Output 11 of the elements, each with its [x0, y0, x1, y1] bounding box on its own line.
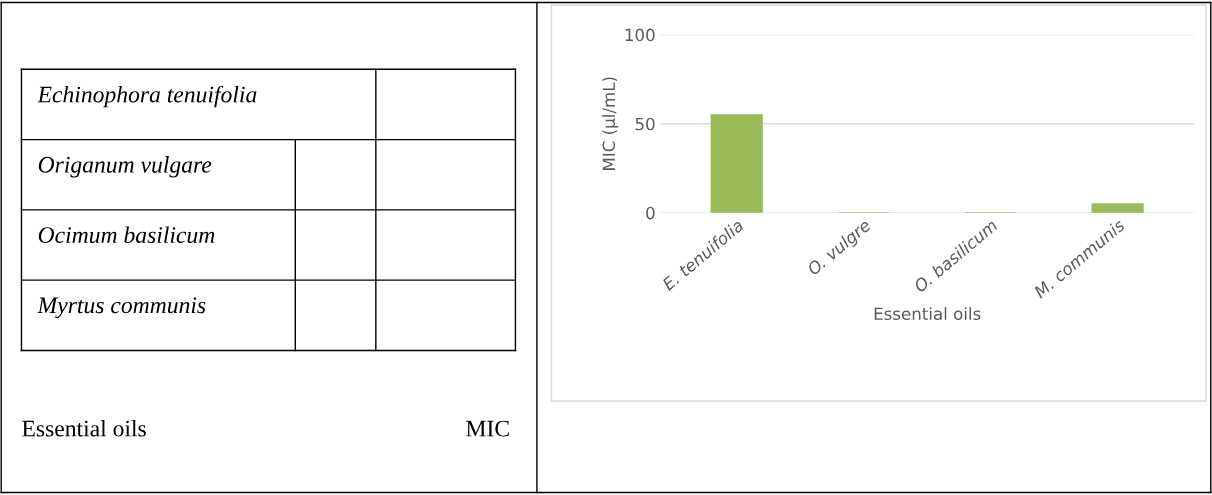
- text: MIC: [466, 420, 509, 437]
- y-tick-label: 0: [646, 206, 655, 220]
- x-axis-title: Essential oils: [874, 307, 981, 321]
- text: Origanum vulgare: [38, 156, 212, 178]
- text: Ocimum basilicum: [38, 226, 215, 244]
- y-tick-label: 50: [635, 117, 655, 131]
- text: Myrtus communis: [37, 297, 206, 319]
- text: Essential oils: [22, 419, 146, 437]
- text: Echinophora tenuifolia: [37, 85, 257, 108]
- y-axis-title: MIC (µl/mL): [602, 77, 619, 170]
- y-tick-label: 100: [625, 28, 655, 42]
